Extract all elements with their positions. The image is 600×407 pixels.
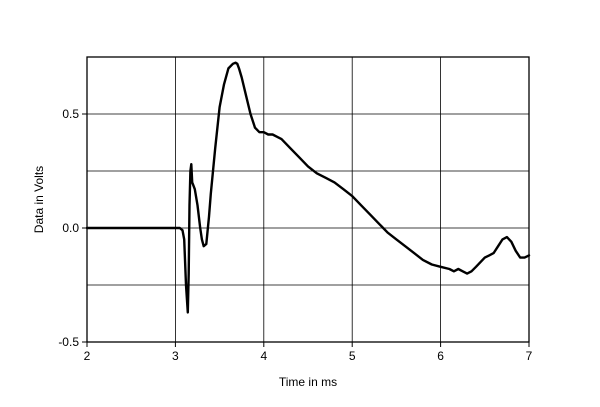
x-tick-label: 3: [172, 349, 179, 363]
x-tick-label: 7: [526, 349, 533, 363]
axis-ticks: [82, 113, 530, 347]
x-axis-title: Time in ms: [279, 375, 337, 389]
tick-labels: 2 3 4 5 6 7 -0.5 0.0 0.5: [58, 107, 532, 363]
y-tick-label: 0.5: [62, 107, 79, 121]
plot-frame: [86, 56, 530, 343]
y-axis-title: Data in Volts: [32, 166, 46, 233]
x-tick-label: 6: [437, 349, 444, 363]
x-tick-label: 2: [84, 349, 91, 363]
y-tick-label: -0.5: [58, 335, 79, 349]
y-tick-label: 0.0: [62, 221, 79, 235]
series-line: [85, 61, 531, 314]
x-tick-label: 5: [349, 349, 356, 363]
x-tick-label: 4: [260, 349, 267, 363]
